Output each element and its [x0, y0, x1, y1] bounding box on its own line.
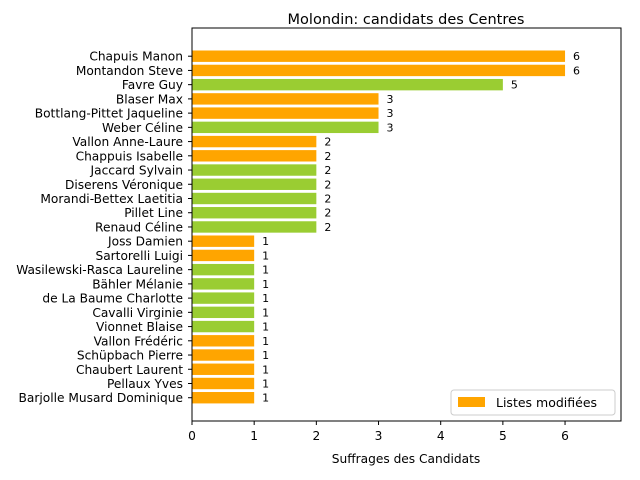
bar: [192, 306, 255, 319]
chart-title: Molondin: candidats des Centres: [288, 12, 525, 28]
x-axis-label: Suffrages des Candidats: [332, 452, 480, 466]
y-tick-label: Chaubert Laurent: [76, 363, 183, 377]
y-tick-label: Barjolle Musard Dominique: [19, 391, 183, 405]
y-tick-label: Cavalli Virginie: [92, 306, 183, 320]
bar: [192, 178, 317, 190]
y-tick-label: Bottlang-Pittet Jaqueline: [35, 107, 183, 121]
bar: [192, 93, 379, 105]
bar: [192, 363, 255, 375]
y-tick-label: Weber Céline: [102, 121, 183, 135]
bar: [192, 392, 255, 404]
x-tick-label: 2: [312, 429, 320, 443]
bar-value-label: 1: [262, 349, 269, 362]
bar-value-label: 1: [262, 278, 269, 291]
legend-frame: [450, 389, 616, 416]
bar: [192, 263, 255, 276]
bar: [192, 335, 255, 347]
bar-value-label: 1: [262, 392, 269, 405]
y-tick-label: Diserens Véronique: [65, 178, 183, 192]
bar: [192, 278, 255, 290]
y-tick-label: Bähler Mélanie: [92, 277, 183, 291]
y-tick-label: Vallon Frédéric: [94, 334, 183, 348]
legend-label: Listes modifiées: [496, 395, 597, 410]
y-tick-label: Vionnet Blaise: [96, 320, 183, 334]
y-tick-label: Renaud Céline: [95, 220, 183, 234]
bar-value-label: 6: [573, 64, 580, 77]
bar-value-label: 2: [324, 193, 331, 206]
bar: [192, 320, 255, 333]
bar-value-label: 2: [324, 150, 331, 163]
bar-value-label: 1: [262, 292, 269, 305]
bar: [192, 135, 317, 148]
bar: [192, 221, 317, 233]
bar: [192, 207, 317, 219]
legend-swatch: [458, 397, 485, 407]
x-tick-label: 1: [250, 429, 258, 443]
x-axis: 0 1 2 3 4 5 6: [188, 421, 569, 443]
y-tick-label: Sartorelli Luigi: [95, 249, 183, 263]
y-tick-label: Pellaux Yves: [107, 377, 183, 391]
bar: [192, 121, 379, 134]
y-tick-label: Chapuis Manon: [89, 50, 183, 64]
x-tick-label: 5: [499, 429, 507, 443]
bar: [192, 64, 566, 77]
bar-value-label: 1: [262, 235, 269, 248]
bar: [192, 235, 255, 247]
bar-value-label: 1: [262, 363, 269, 376]
bar-value-label: 3: [387, 121, 394, 134]
y-tick-label: Jaccard Sylvain: [90, 164, 183, 178]
bar-value-label: 5: [511, 79, 518, 92]
bar-value-label: 2: [324, 207, 331, 220]
bar: [192, 150, 317, 162]
bar: [192, 249, 255, 262]
bar: [192, 107, 379, 119]
bar-value-label: 1: [262, 249, 269, 262]
bar: [192, 377, 255, 390]
bar: [192, 164, 317, 176]
y-tick-label: Schüpbach Pierre: [77, 349, 183, 363]
bar: [192, 50, 566, 62]
bar-value-label: 3: [387, 93, 394, 106]
bar-value-label: 2: [324, 221, 331, 234]
bar-value-label: 6: [573, 50, 580, 63]
y-tick-label: de La Baume Charlotte: [42, 292, 183, 306]
bar: [192, 292, 255, 304]
y-tick-label: Morandi-Bettex Laetitia: [40, 192, 183, 206]
bar-value-label: 3: [387, 107, 394, 120]
axes-frame: [191, 27, 622, 422]
bar-value-label: 1: [262, 377, 269, 390]
bar-value-label: 2: [324, 164, 331, 177]
bar-value-label: 1: [262, 306, 269, 319]
bar: [192, 349, 255, 361]
y-tick-label: Chappuis Isabelle: [76, 149, 183, 163]
y-tick-label: Favre Guy: [122, 78, 183, 92]
legend: Listes modifiées: [450, 389, 616, 416]
plot-area: 6 Chapuis Manon 6 Montandon Steve 5 Favre Guy…: [16, 50, 580, 406]
y-tick-label: Joss Damien: [107, 235, 183, 249]
y-tick-label: Wasilewski-Rasca Laureline: [16, 263, 183, 277]
x-tick-label: 0: [188, 429, 196, 443]
y-tick-label: Montandon Steve: [76, 64, 183, 78]
bar: [192, 78, 503, 91]
bar-value-label: 2: [324, 178, 331, 191]
bar-value-label: 1: [262, 321, 269, 334]
bar-value-label: 1: [262, 264, 269, 277]
x-tick-label: 4: [437, 429, 445, 443]
bar: [192, 192, 317, 205]
y-tick-label: Pillet Line: [124, 206, 183, 220]
bar-value-label: 2: [324, 136, 331, 149]
y-tick-label: Vallon Anne-Laure: [72, 135, 183, 149]
y-tick-label: Blaser Max: [116, 92, 183, 106]
bar-value-label: 1: [262, 335, 269, 348]
x-tick-label: 6: [561, 429, 569, 443]
x-tick-label: 3: [375, 429, 383, 443]
